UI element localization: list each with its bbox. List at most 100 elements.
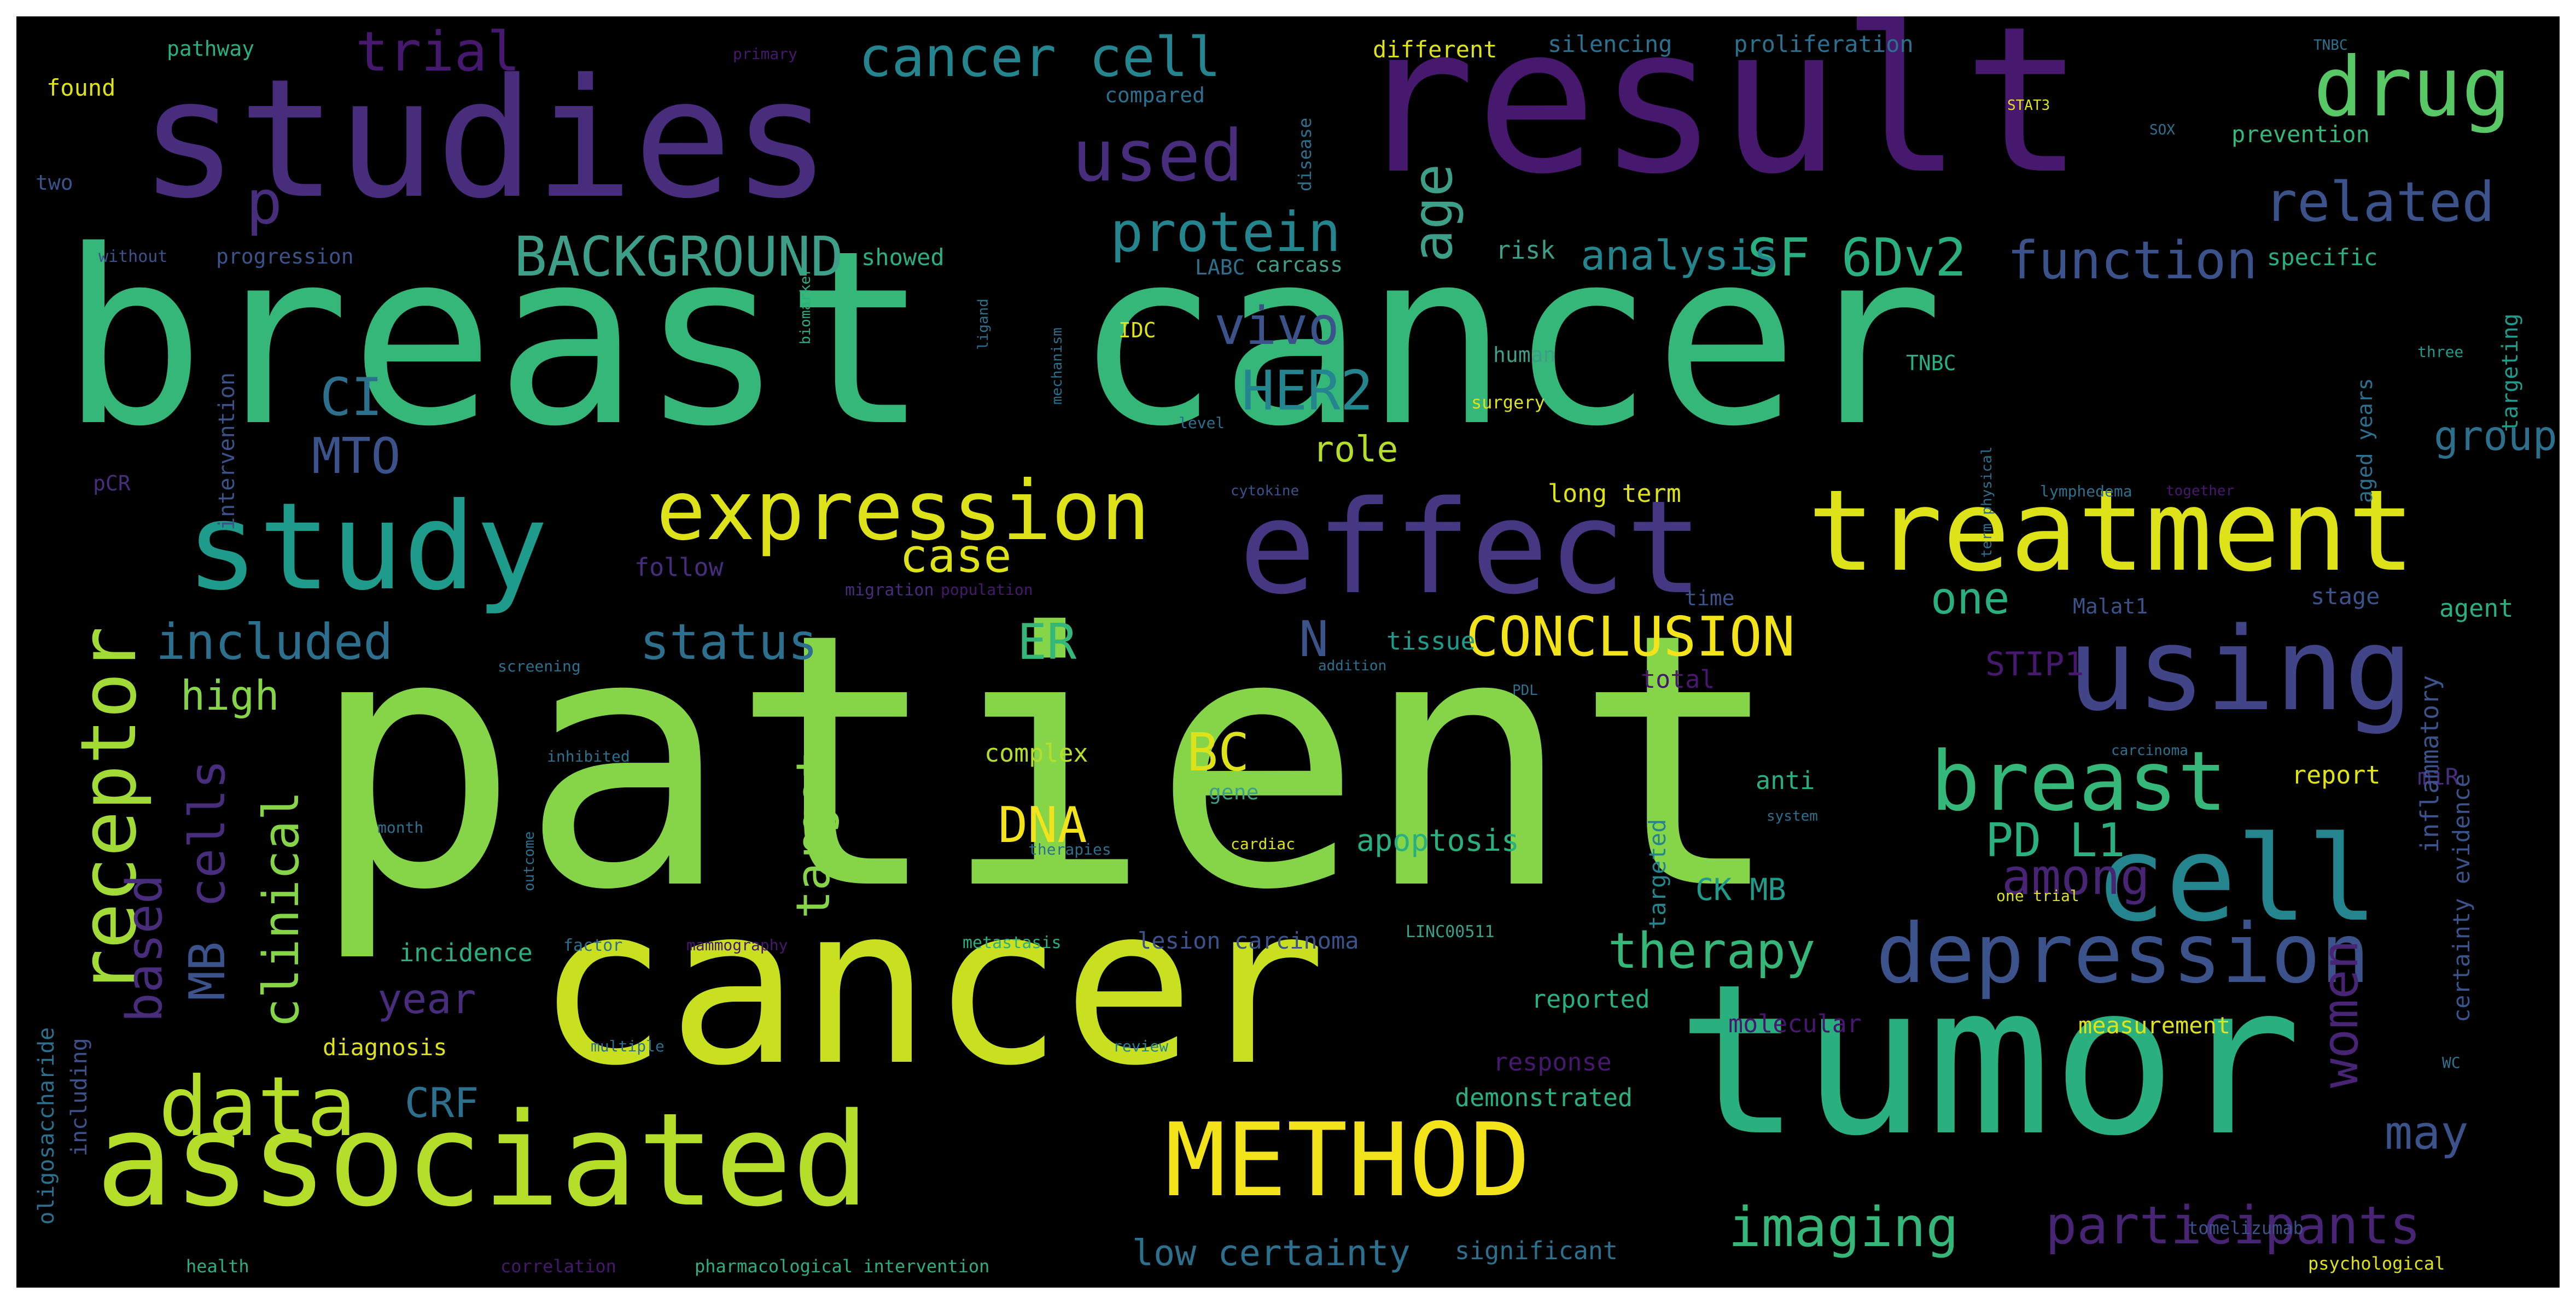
word-intervention: intervention bbox=[214, 372, 240, 530]
word-cancer-cell: cancer cell bbox=[859, 25, 1221, 89]
word-disease: disease bbox=[1295, 118, 1315, 191]
word-pathway: pathway bbox=[167, 37, 255, 61]
word-trial: trial bbox=[355, 20, 521, 84]
word-depression: depression bbox=[1876, 907, 2370, 1002]
word-expression: expression bbox=[656, 464, 1151, 559]
word-inflammatory: inflammatory bbox=[2415, 675, 2444, 853]
word-status: status bbox=[640, 613, 818, 671]
word-low-certainty: low certainty bbox=[1132, 1233, 1411, 1274]
word-wc: WC bbox=[2442, 1054, 2461, 1072]
word-cardiac: cardiac bbox=[1231, 835, 1296, 853]
word-three: three bbox=[2417, 343, 2464, 361]
word-vivo: vivo bbox=[1214, 296, 1339, 356]
word-long-term: long term bbox=[1548, 479, 1681, 508]
word-er: ER bbox=[1017, 613, 1077, 671]
word-bc: BC bbox=[1187, 723, 1250, 783]
word-inhibited: inhibited bbox=[547, 747, 630, 765]
word-one: one bbox=[1931, 573, 2010, 624]
word-therapies: therapies bbox=[1028, 840, 1111, 858]
word-using: using bbox=[2067, 603, 2414, 736]
word-factor: factor bbox=[563, 936, 623, 955]
word-tomelizumab: tomelizumab bbox=[2188, 1218, 2304, 1238]
word-found: found bbox=[46, 74, 116, 101]
word-year: year bbox=[377, 975, 476, 1023]
word-review: review bbox=[1113, 1037, 1169, 1055]
word-correlation: correlation bbox=[500, 1256, 616, 1277]
word-target: target bbox=[786, 750, 841, 919]
word-method: METHOD bbox=[1165, 1101, 1531, 1219]
word-gene: gene bbox=[1209, 780, 1259, 804]
word-her2: HER2 bbox=[1242, 359, 1373, 423]
word-certainty-evidence: certainty evidence bbox=[2448, 773, 2475, 1022]
word-pcr: pCR bbox=[93, 471, 131, 495]
word-data: data bbox=[159, 1060, 357, 1155]
word-surgery: surgery bbox=[1471, 392, 1545, 413]
word-related: related bbox=[2264, 170, 2495, 234]
word-mammography: mammography bbox=[686, 936, 788, 954]
word-sox: SOX bbox=[2149, 122, 2175, 138]
word-tumor: tumor bbox=[1676, 939, 2302, 1182]
word-showed: showed bbox=[861, 244, 945, 271]
word-malat1: Malat1 bbox=[2073, 594, 2148, 618]
word-molecular: molecular bbox=[1728, 1009, 1862, 1038]
word-demonstrated: demonstrated bbox=[1455, 1083, 1633, 1112]
word-complex: complex bbox=[984, 739, 1088, 768]
word-dna: DNA bbox=[998, 797, 1087, 854]
word-metastasis: metastasis bbox=[963, 933, 1062, 952]
word-tnbc-small: TNBC bbox=[2313, 37, 2348, 54]
word-associated: associated bbox=[96, 1086, 870, 1235]
word-group: group bbox=[2434, 412, 2557, 460]
word-included: included bbox=[156, 613, 393, 671]
word-treatment: treatment bbox=[1808, 466, 2415, 597]
word-conclusion: CONCLUSION bbox=[1466, 605, 1796, 669]
word-imaging: imaging bbox=[1728, 1195, 1959, 1259]
word-one-trial: one trial bbox=[1996, 887, 2079, 905]
word-high: high bbox=[180, 671, 279, 720]
word-psychological: psychological bbox=[2308, 1253, 2445, 1274]
word-pd-l1: PD L1 bbox=[1985, 814, 2125, 868]
word-different: different bbox=[1373, 36, 1497, 63]
word-proliferation: proliferation bbox=[1734, 31, 1914, 57]
word-clinical: clinical bbox=[253, 791, 310, 1028]
word-incidence: incidence bbox=[399, 938, 533, 967]
word-oligosaccharide: oligosaccharide bbox=[34, 1027, 59, 1225]
word-level: level bbox=[1179, 414, 1225, 432]
word-apoptosis: apoptosis bbox=[1356, 823, 1520, 858]
word-pharmacological-intervention: pharmacological intervention bbox=[695, 1256, 990, 1277]
word-pdl: PDL bbox=[1512, 682, 1538, 699]
word-result: result bbox=[1354, 16, 2085, 219]
word-used: used bbox=[1072, 114, 1244, 197]
word-response: response bbox=[1493, 1048, 1612, 1077]
word-term-physical: term physical bbox=[1979, 446, 1995, 558]
word-effect: effect bbox=[1239, 473, 1703, 623]
word-reported: reported bbox=[1531, 985, 1650, 1014]
word-human: human bbox=[1493, 343, 1556, 367]
word-cancer: cancer bbox=[536, 859, 1326, 1114]
word-together: together bbox=[2166, 483, 2235, 499]
word-anti: anti bbox=[1756, 766, 1815, 795]
word-carcass: carcass bbox=[1255, 253, 1343, 277]
word-stage: stage bbox=[2311, 583, 2380, 610]
word-protein: protein bbox=[1110, 200, 1341, 264]
word-ci: CI bbox=[320, 367, 383, 428]
word-cytokine: cytokine bbox=[1231, 483, 1299, 499]
word-silencing: silencing bbox=[1548, 31, 1672, 57]
word-mto: MTO bbox=[312, 428, 401, 485]
word-report: report bbox=[2292, 761, 2381, 790]
word-follow: follow bbox=[634, 553, 724, 582]
word-including: including bbox=[67, 1038, 92, 1156]
word-case: case bbox=[900, 529, 1012, 583]
word-stip1: STIP1 bbox=[1985, 645, 2084, 683]
word-participants: participants bbox=[2045, 1196, 2421, 1256]
word-cells: cells bbox=[179, 759, 236, 908]
word-studies: studies bbox=[139, 44, 831, 235]
word-specific: specific bbox=[2267, 244, 2378, 271]
word-p: p bbox=[246, 167, 283, 237]
word-therapy: therapy bbox=[1608, 922, 1816, 980]
word-study: study bbox=[186, 477, 549, 617]
word-population: population bbox=[941, 581, 1033, 599]
word-may: may bbox=[2385, 1106, 2469, 1160]
word-drug: drug bbox=[2313, 40, 2511, 135]
word-lncrna: LINC00511 bbox=[1406, 922, 1495, 942]
word-among: among bbox=[2002, 849, 2150, 906]
